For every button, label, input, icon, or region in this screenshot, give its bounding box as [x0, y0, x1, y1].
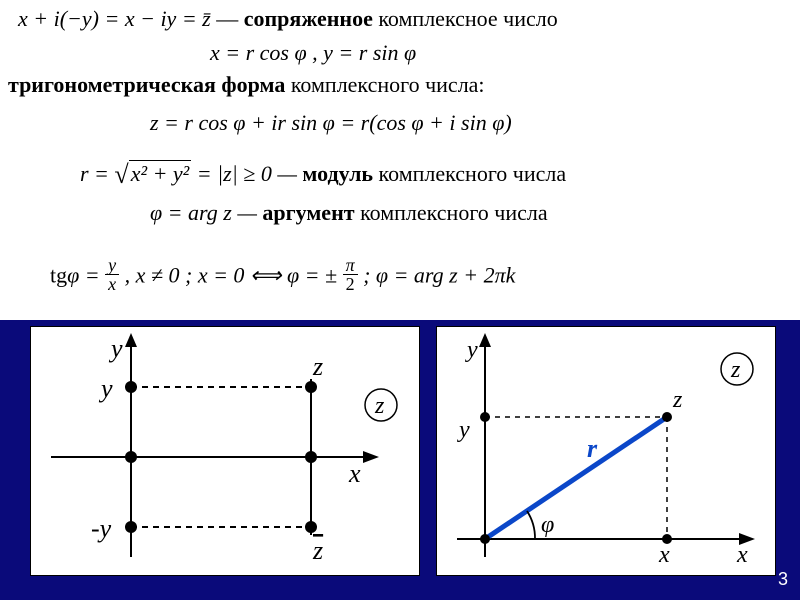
z-label: z: [312, 352, 323, 381]
page-number: 3: [778, 569, 788, 590]
sqrt: x² + y²: [114, 158, 191, 188]
y-axis-label: y: [108, 334, 123, 363]
x-axis-label: x: [348, 459, 361, 488]
mid1: , x ≠ 0 ; x = 0 ⟺ φ = ±: [125, 262, 343, 287]
bold: аргумент: [262, 200, 354, 225]
mid: = |z| ≥ 0 —: [197, 161, 303, 186]
diagram-polar: y y x x z r φ z: [436, 326, 776, 576]
y-label: y: [457, 417, 470, 443]
den2: 2: [343, 275, 358, 295]
bold: тригонометрическая форма: [8, 72, 285, 97]
x-axis-label: x: [736, 542, 748, 568]
eq-tangent: tgφ = y x , x ≠ 0 ; x = 0 ⟺ φ = ± π 2 ; …: [50, 258, 515, 297]
pre: r =: [80, 161, 114, 186]
formula: x + i(−y) = x − iy = z̄: [18, 6, 211, 31]
eq-argument: φ = arg z — аргумент комплексного числа: [150, 200, 548, 226]
rest: комплексное число: [378, 6, 557, 31]
diagram-conjugate: y y -y x z z z: [30, 326, 420, 576]
radicand: x² + y²: [129, 160, 192, 186]
circle-z-label: z: [730, 357, 741, 383]
eq-polar-xy: x = r cos φ , y = r sin φ: [210, 40, 416, 66]
neg-y-label: -y: [91, 514, 112, 543]
num: y: [105, 256, 119, 275]
y-label: y: [98, 374, 113, 403]
y-axis-label: y: [465, 337, 478, 363]
x-label: x: [658, 542, 670, 568]
phi: φ =: [67, 262, 105, 287]
eq-modulus: r = x² + y² = |z| ≥ 0 — модуль комплексн…: [80, 158, 566, 188]
bold: модуль: [302, 161, 373, 186]
tg: tg: [50, 262, 67, 287]
rest: комплексного числа: [360, 200, 548, 225]
phi-label: φ: [541, 512, 554, 538]
dash: —: [216, 6, 244, 31]
rest: комплексного числа: [379, 161, 567, 186]
rest: комплексного числа:: [291, 72, 485, 97]
num2: π: [343, 256, 358, 275]
frac-pi2: π 2: [343, 256, 358, 295]
pre: φ = arg z —: [150, 200, 262, 225]
bold-word: сопряженное: [244, 6, 373, 31]
circle-z-label: z: [374, 393, 385, 419]
eq-conjugate: x + i(−y) = x − iy = z̄ — сопряженное ко…: [18, 6, 558, 32]
den: x: [105, 275, 119, 295]
r-label: r: [587, 434, 598, 463]
mid2: ; φ = arg z + 2πk: [363, 262, 515, 287]
frac-yx: y x: [105, 256, 119, 295]
eq-trig-form: z = r cos φ + ir sin φ = r(cos φ + i sin…: [150, 110, 512, 136]
z-label: z: [672, 387, 683, 413]
trig-form-label: тригонометрическая форма комплексного чи…: [8, 72, 485, 98]
zbar-label: z: [312, 536, 323, 565]
